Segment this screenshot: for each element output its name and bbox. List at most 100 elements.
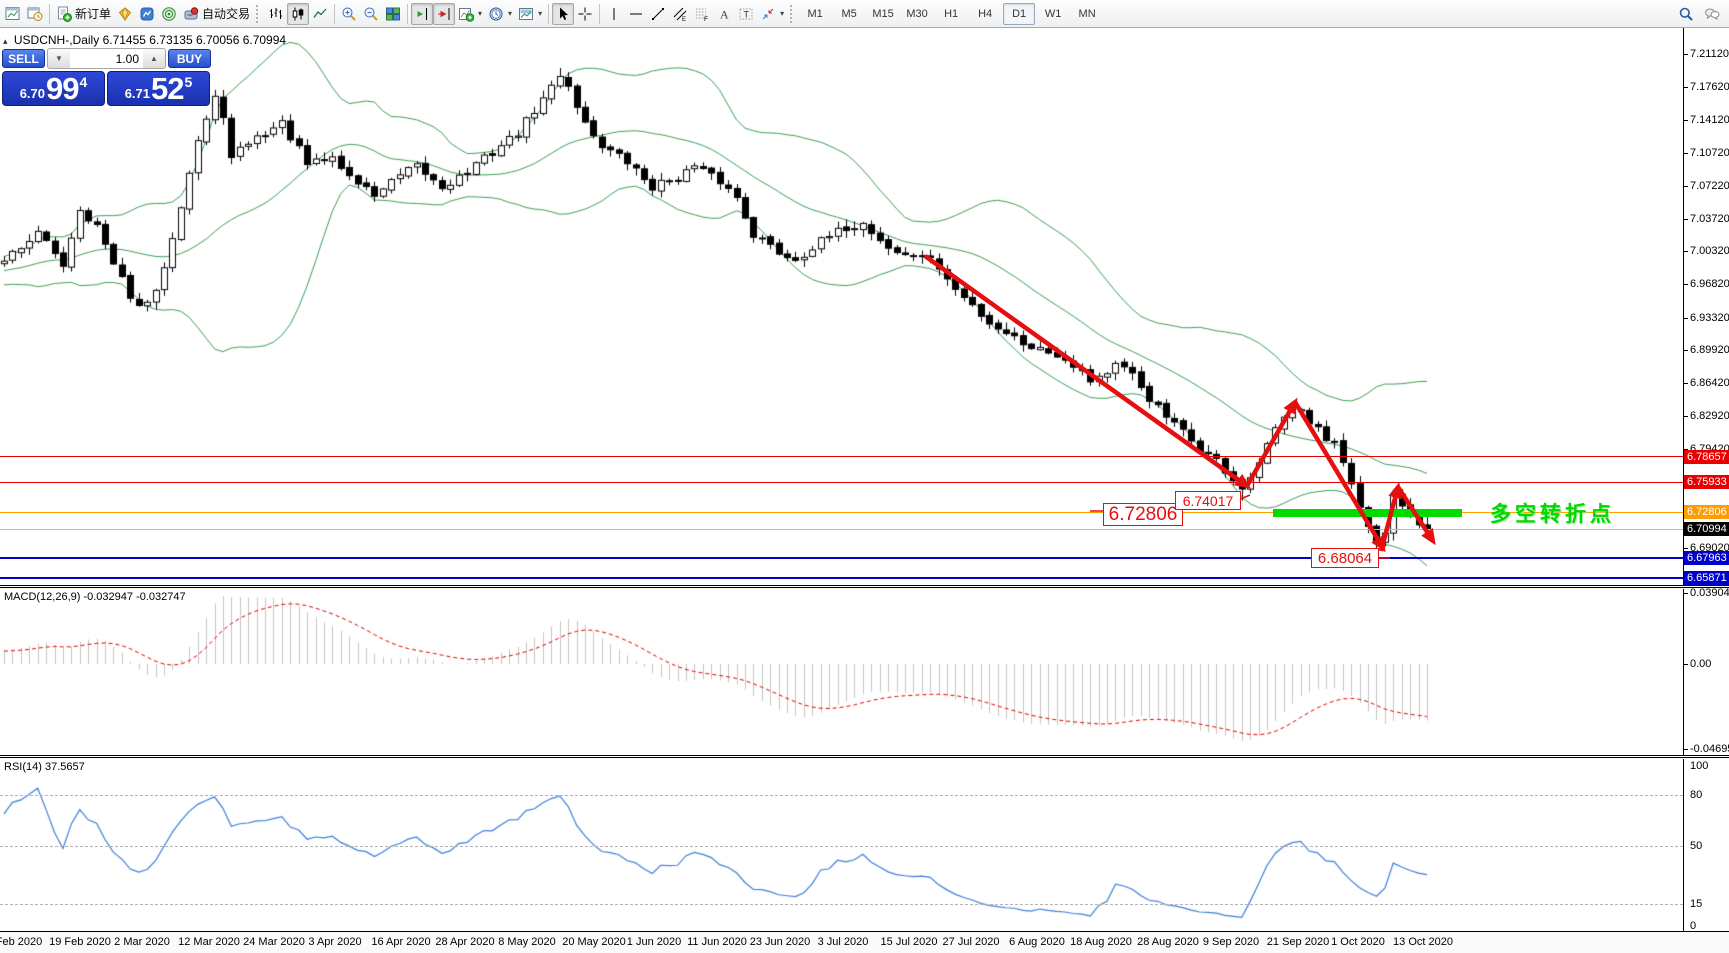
text-label-icon: T [739,8,753,19]
community-chart-icon [140,7,154,20]
volume-input[interactable] [70,49,143,68]
sonar-icon [162,6,176,21]
rsi-scale-label: 0 [1690,920,1697,932]
price-axis-line [1683,28,1684,931]
market-button[interactable] [158,3,180,25]
volume-decrease-button[interactable]: ▼ [48,49,70,68]
equidistant-channel-button[interactable]: E [669,3,691,25]
macd-panel-splitter[interactable] [0,585,1729,589]
tile-windows-icon [386,7,401,20]
dropdown-caret-icon: ▾ [478,9,483,18]
profiles-button[interactable] [24,3,46,25]
timeframe-button-d1[interactable]: D1 [1003,2,1036,25]
hline-6.72806[interactable] [0,511,1683,513]
price-level-badge: 6.65871 [1684,570,1729,585]
hline-6.67963[interactable] [0,557,1683,560]
price-annotation-swing-low[interactable]: 6.74017 [1175,491,1241,510]
periods-button[interactable]: ▾ [485,3,515,25]
timeframe-button-m5[interactable]: M5 [841,7,857,20]
candlestick-chart-button[interactable] [287,2,310,25]
fibonacci-button[interactable]: F [691,3,713,25]
indicators-icon [459,7,475,22]
arrows-button[interactable]: ▾ [757,3,787,25]
vertical-line-icon [613,7,615,20]
toolbar-separator [599,3,601,24]
rsi-level-line [0,903,1683,905]
time-axis[interactable]: Feb 2020 19 Feb 2020 2 Mar 2020 12 Mar 2020… [0,932,1729,953]
price-annotation-support[interactable]: 6.72806 [1103,503,1183,526]
price-annotation-major-low[interactable]: 6.68064 [1311,548,1379,568]
mql5-community-button[interactable] [136,3,158,25]
bar-chart-button[interactable] [265,3,287,25]
date-label: 13 Oct 2020 [1393,936,1453,948]
metaeditor-button[interactable] [114,3,136,25]
templates-button[interactable]: ▾ [515,3,545,25]
cursor-button[interactable] [552,2,575,25]
buy-button[interactable]: BUY [168,49,211,68]
trendline-button[interactable] [647,3,669,25]
hline-6.78657[interactable] [0,456,1683,458]
autotrading-button[interactable]: 自动交易 [180,3,253,25]
sell-price-display[interactable]: 6.70 99 4 [2,71,105,106]
indicators-button[interactable]: ▾ [455,3,485,25]
timeframe-button-m15[interactable]: M15 [872,7,894,20]
price-tick [1683,152,1688,154]
price-tick [1683,284,1688,286]
price-chart-canvas[interactable] [0,28,1684,953]
text-a-icon: A [720,7,729,21]
vertical-line-button[interactable] [603,3,625,25]
autotrading-label: 自动交易 [202,7,251,21]
line-chart-icon [313,8,327,18]
timeframe-button-mn[interactable]: MN [1078,7,1096,20]
new-chart-button[interactable] [2,3,24,25]
buy-price-display[interactable]: 6.71 52 5 [107,71,210,106]
tile-windows-button[interactable] [382,3,404,25]
crosshair-button[interactable] [574,3,596,25]
timeframe-button-m1[interactable]: M1 [807,7,823,20]
zoom-out-button[interactable] [360,3,382,25]
timeframe-button-h4[interactable]: H4 [978,7,993,20]
toolbar-separator [548,3,550,24]
turning-point-text[interactable]: 多空转折点 [1490,503,1615,526]
price-tick-label: 6.86420 [1690,377,1729,390]
price-tick-label: 7.00320 [1690,245,1729,258]
timeframe-button-m30[interactable]: M30 [906,7,928,20]
buy-price-small: 6.71 [124,86,151,101]
line-chart-button[interactable] [309,3,331,25]
chat-bubbles-icon [1705,8,1720,20]
auto-scroll-icon [438,7,450,20]
date-label: 6 Aug 2020 [1009,936,1065,948]
channel-icon: E [673,7,687,22]
price-tick-label: 7.14120 [1690,114,1729,127]
price-tick-label: 7.21120 [1690,48,1729,60]
price-tick-label: 6.93320 [1690,311,1729,324]
chart-shift-icon [417,7,428,20]
sell-button[interactable]: SELL [2,49,45,68]
zoom-in-button[interactable] [338,3,360,25]
timeframe-button-h1[interactable]: H1 [944,7,959,20]
new-order-button[interactable]: 新订单 [53,3,114,25]
timeframe-button-w1[interactable]: W1 [1044,7,1062,20]
chat-button[interactable] [1701,3,1723,25]
auto-scroll-button[interactable] [433,2,456,25]
text-button[interactable]: A [713,3,735,25]
hline-6.75933[interactable] [0,481,1683,483]
one-click-collapse-icon[interactable]: ▴ [3,36,8,46]
hline-6.70994[interactable] [0,528,1683,530]
hline-6.65871[interactable] [0,576,1683,579]
chart-shift-button[interactable] [411,2,434,25]
horizontal-line-button[interactable] [625,3,647,25]
date-label: 21 Sep 2020 [1266,936,1330,948]
search-button[interactable] [1675,3,1697,25]
price-tick [1683,218,1688,220]
volume-increase-button[interactable]: ▲ [143,49,165,68]
turning-point-green-bar[interactable] [1273,509,1462,517]
rsi-panel-splitter[interactable] [0,755,1729,759]
price-tick [1683,87,1688,89]
rsi-scale-label: 100 [1690,760,1709,772]
date-label: 19 Feb 2020 [49,936,111,948]
date-label: 11 Jun 2020 [687,936,747,948]
price-tick [1683,349,1688,351]
text-label-button[interactable]: T [735,3,757,25]
svg-text:E: E [682,17,686,22]
